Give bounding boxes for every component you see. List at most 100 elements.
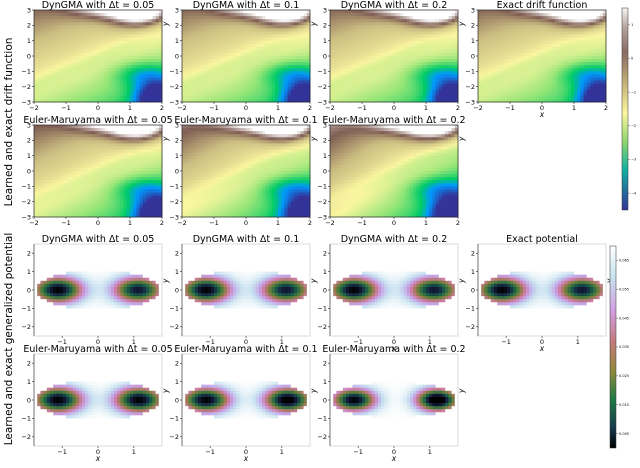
heatmap-cell <box>410 31 414 35</box>
heatmap-cell <box>233 89 237 94</box>
heatmap-cell <box>426 34 430 38</box>
heatmap-cell <box>397 37 401 42</box>
heatmap-cell <box>101 65 105 69</box>
heatmap-cell <box>230 52 234 57</box>
heatmap-cell <box>130 46 134 51</box>
heatmap-cell <box>381 62 385 66</box>
heatmap-cell <box>220 13 224 17</box>
heatmap-cell <box>53 65 57 69</box>
heatmap-cell <box>158 98 163 103</box>
heatmap-cell <box>397 56 401 60</box>
heatmap-cell <box>66 125 70 129</box>
heatmap-cell <box>185 80 189 84</box>
heatmap-cell <box>85 128 89 132</box>
heatmap-cell <box>602 59 607 63</box>
heatmap-cell <box>185 34 189 38</box>
heatmap-cell <box>519 86 524 91</box>
heatmap-cell <box>182 52 186 57</box>
heatmap-cell <box>82 65 86 69</box>
heatmap-cell <box>66 31 70 35</box>
heatmap-cell <box>342 52 347 57</box>
heatmap-cell <box>149 65 153 69</box>
heatmap-cell <box>333 16 337 20</box>
heatmap-cell <box>53 92 57 97</box>
heatmap-cell <box>438 46 443 51</box>
heatmap-cell <box>78 13 83 17</box>
heatmap-cell <box>50 22 54 26</box>
heatmap-cell <box>281 10 285 14</box>
heatmap-cell <box>37 86 41 91</box>
heatmap-cell <box>362 56 366 60</box>
heatmap-cell <box>387 65 392 69</box>
heatmap-cell <box>387 34 392 38</box>
heatmap-cell <box>454 98 459 103</box>
heatmap-cell <box>142 52 147 57</box>
heatmap-cell <box>300 77 304 81</box>
heatmap-cell <box>37 74 41 78</box>
heatmap-cell <box>284 56 288 60</box>
heatmap-cell <box>400 59 404 63</box>
heatmap-cell <box>233 13 237 17</box>
heatmap-cell <box>478 95 482 100</box>
heatmap-cell <box>281 95 285 100</box>
heatmap-cell <box>82 71 86 75</box>
heatmap-cell <box>123 62 128 66</box>
heatmap-cell <box>419 74 424 78</box>
heatmap-cell <box>484 52 488 57</box>
heatmap-cell <box>185 13 189 17</box>
heatmap-cell <box>478 52 482 57</box>
heatmap-cell <box>268 77 272 81</box>
heatmap-cell <box>104 128 108 132</box>
heatmap-cell <box>271 86 276 91</box>
x-tick-label: −1 <box>505 104 515 112</box>
heatmap-cell <box>306 83 311 88</box>
heatmap-cell <box>497 56 501 60</box>
heatmap-cell <box>429 13 433 17</box>
heatmap-cell <box>374 31 379 35</box>
heatmap-cell <box>146 19 150 23</box>
heatmap-cell <box>204 68 208 72</box>
heatmap-cell <box>368 86 372 91</box>
heatmap-cell <box>101 80 105 84</box>
heatmap-cell <box>82 19 86 23</box>
heatmap-cell <box>400 92 404 97</box>
heatmap-cell <box>445 95 449 100</box>
heatmap-cell <box>448 92 452 97</box>
heatmap-cell <box>478 74 482 78</box>
heatmap-cell <box>583 80 588 84</box>
heatmap-cell <box>542 74 546 78</box>
heatmap-cell <box>580 74 584 78</box>
heatmap-cell <box>133 80 137 84</box>
heatmap-cell <box>130 25 134 29</box>
heatmap-cell <box>346 52 350 57</box>
heatmap-cell <box>104 25 108 29</box>
heatmap-cell <box>188 31 192 35</box>
heatmap-cell <box>558 46 562 51</box>
heatmap-cell <box>596 19 600 23</box>
heatmap-cell <box>381 46 385 51</box>
heatmap-cell <box>268 89 272 94</box>
heatmap-cell <box>490 40 495 45</box>
heatmap-cell <box>201 34 205 38</box>
heatmap-cell <box>336 16 340 20</box>
heatmap-cell <box>532 28 536 32</box>
heatmap-cell <box>252 95 256 100</box>
heatmap-cell <box>249 71 253 75</box>
heatmap-cell <box>146 13 150 17</box>
heatmap-cell <box>278 56 282 60</box>
heatmap-cell <box>346 10 350 14</box>
heatmap-cell <box>236 25 240 29</box>
heatmap-cell <box>355 25 360 29</box>
heatmap-cell <box>548 49 552 54</box>
heatmap-cell <box>342 71 347 75</box>
heatmap-cell <box>198 74 202 78</box>
heatmap-cell <box>374 89 379 94</box>
heatmap-cell <box>149 31 153 35</box>
heatmap-cell <box>426 25 430 29</box>
heatmap-cell <box>37 43 41 48</box>
heatmap-cell <box>438 10 443 14</box>
heatmap-cell <box>574 92 578 97</box>
heatmap-cell <box>223 80 228 84</box>
heatmap-cell <box>294 37 298 42</box>
heatmap-cell <box>46 68 51 72</box>
